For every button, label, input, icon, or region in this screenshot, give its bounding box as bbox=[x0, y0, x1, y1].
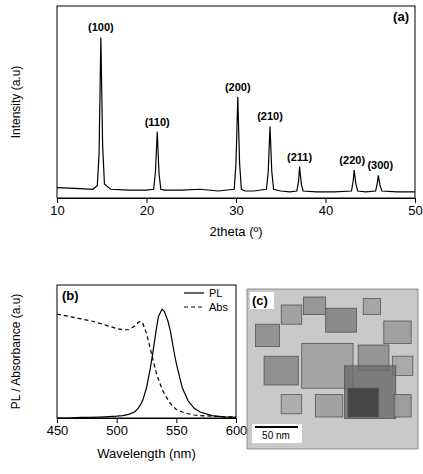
plot-area bbox=[57, 309, 236, 418]
nanocube bbox=[256, 324, 280, 346]
series-line bbox=[57, 309, 236, 418]
x-tick: 600 bbox=[226, 418, 248, 438]
micrograph-background bbox=[247, 289, 418, 449]
x-axis: 10 20 30 40 50 bbox=[50, 198, 422, 218]
peak-label: (200) bbox=[225, 81, 251, 93]
legend-label: Abs bbox=[209, 301, 228, 313]
nanocube bbox=[281, 305, 302, 324]
x-axis-title: Wavelength (nm) bbox=[97, 446, 196, 461]
x-tick: 550 bbox=[166, 418, 188, 438]
image-panel: 50 nm (c) bbox=[247, 289, 418, 449]
panel: 10 20 30 40 50 2theta (º) Intensity (a.u) (100)… bbox=[9, 6, 423, 239]
peak-label: (300) bbox=[367, 159, 393, 171]
panel-label: (c) bbox=[252, 293, 268, 308]
peak-label: (220) bbox=[339, 154, 365, 166]
peak-label: (211) bbox=[287, 151, 312, 163]
x-tick-label: 40 bbox=[319, 203, 333, 218]
scale-bar-background bbox=[252, 424, 302, 443]
nanocube bbox=[303, 297, 325, 315]
plot-frame bbox=[57, 6, 415, 198]
panel-label: (b) bbox=[62, 288, 79, 303]
x-tick: 450 bbox=[47, 418, 69, 438]
x-axis-line bbox=[58, 418, 237, 419]
image-frame bbox=[247, 289, 418, 449]
x-axis: 450 500 550 600 bbox=[47, 418, 248, 438]
x-tick-label: 30 bbox=[229, 203, 243, 218]
peak-label: (110) bbox=[145, 116, 170, 128]
x-tick-label: 10 bbox=[50, 203, 64, 218]
plot-frame bbox=[57, 285, 236, 418]
x-tick-label: 20 bbox=[140, 203, 154, 218]
nanocube bbox=[281, 395, 302, 414]
micrograph bbox=[247, 289, 418, 449]
panel-label: (a) bbox=[393, 9, 409, 24]
x-tick-label: 500 bbox=[106, 423, 128, 438]
y-axis-title: Intensity (a.u) bbox=[9, 66, 23, 139]
x-axis-title: 2theta (º) bbox=[209, 224, 262, 239]
nanocube bbox=[394, 395, 411, 417]
x-tick-label: 600 bbox=[226, 423, 248, 438]
nanocube bbox=[344, 366, 395, 419]
legend-swatch bbox=[184, 306, 204, 307]
nanocube bbox=[315, 395, 342, 417]
x-tick-label: 450 bbox=[47, 423, 69, 438]
nanocube bbox=[264, 356, 298, 385]
nanocube bbox=[363, 299, 380, 315]
x-tick: 20 bbox=[140, 198, 154, 218]
series-line bbox=[57, 37, 415, 191]
nanocube bbox=[348, 388, 379, 417]
peak-label: (100) bbox=[88, 21, 114, 33]
series-line bbox=[57, 314, 236, 417]
x-tick: 500 bbox=[106, 418, 128, 438]
y-axis-title: PL / Absorbance (a.u) bbox=[9, 294, 23, 410]
nanocube bbox=[384, 321, 411, 343]
nanocube bbox=[326, 308, 357, 332]
panel-label-background bbox=[250, 292, 274, 309]
x-tick-label: 550 bbox=[166, 423, 188, 438]
legend: PL Abs bbox=[184, 287, 228, 313]
x-tick: 50 bbox=[408, 198, 422, 218]
scale-bar bbox=[255, 426, 298, 428]
legend-label: PL bbox=[209, 287, 222, 299]
scale-bar-label: 50 nm bbox=[262, 430, 290, 441]
x-tick: 40 bbox=[319, 198, 333, 218]
peak-label: (210) bbox=[257, 110, 283, 122]
legend-swatch bbox=[184, 292, 204, 293]
plot-area bbox=[57, 37, 415, 191]
panel: 450 500 550 600 Wavelength (nm) PL / Absorban… bbox=[9, 285, 247, 461]
x-tick: 10 bbox=[50, 198, 64, 218]
figure: 10 20 30 40 50 2theta (º) Intensity (a.u) (100)… bbox=[0, 0, 423, 474]
x-tick: 30 bbox=[229, 198, 243, 218]
x-tick-label: 50 bbox=[408, 203, 422, 218]
